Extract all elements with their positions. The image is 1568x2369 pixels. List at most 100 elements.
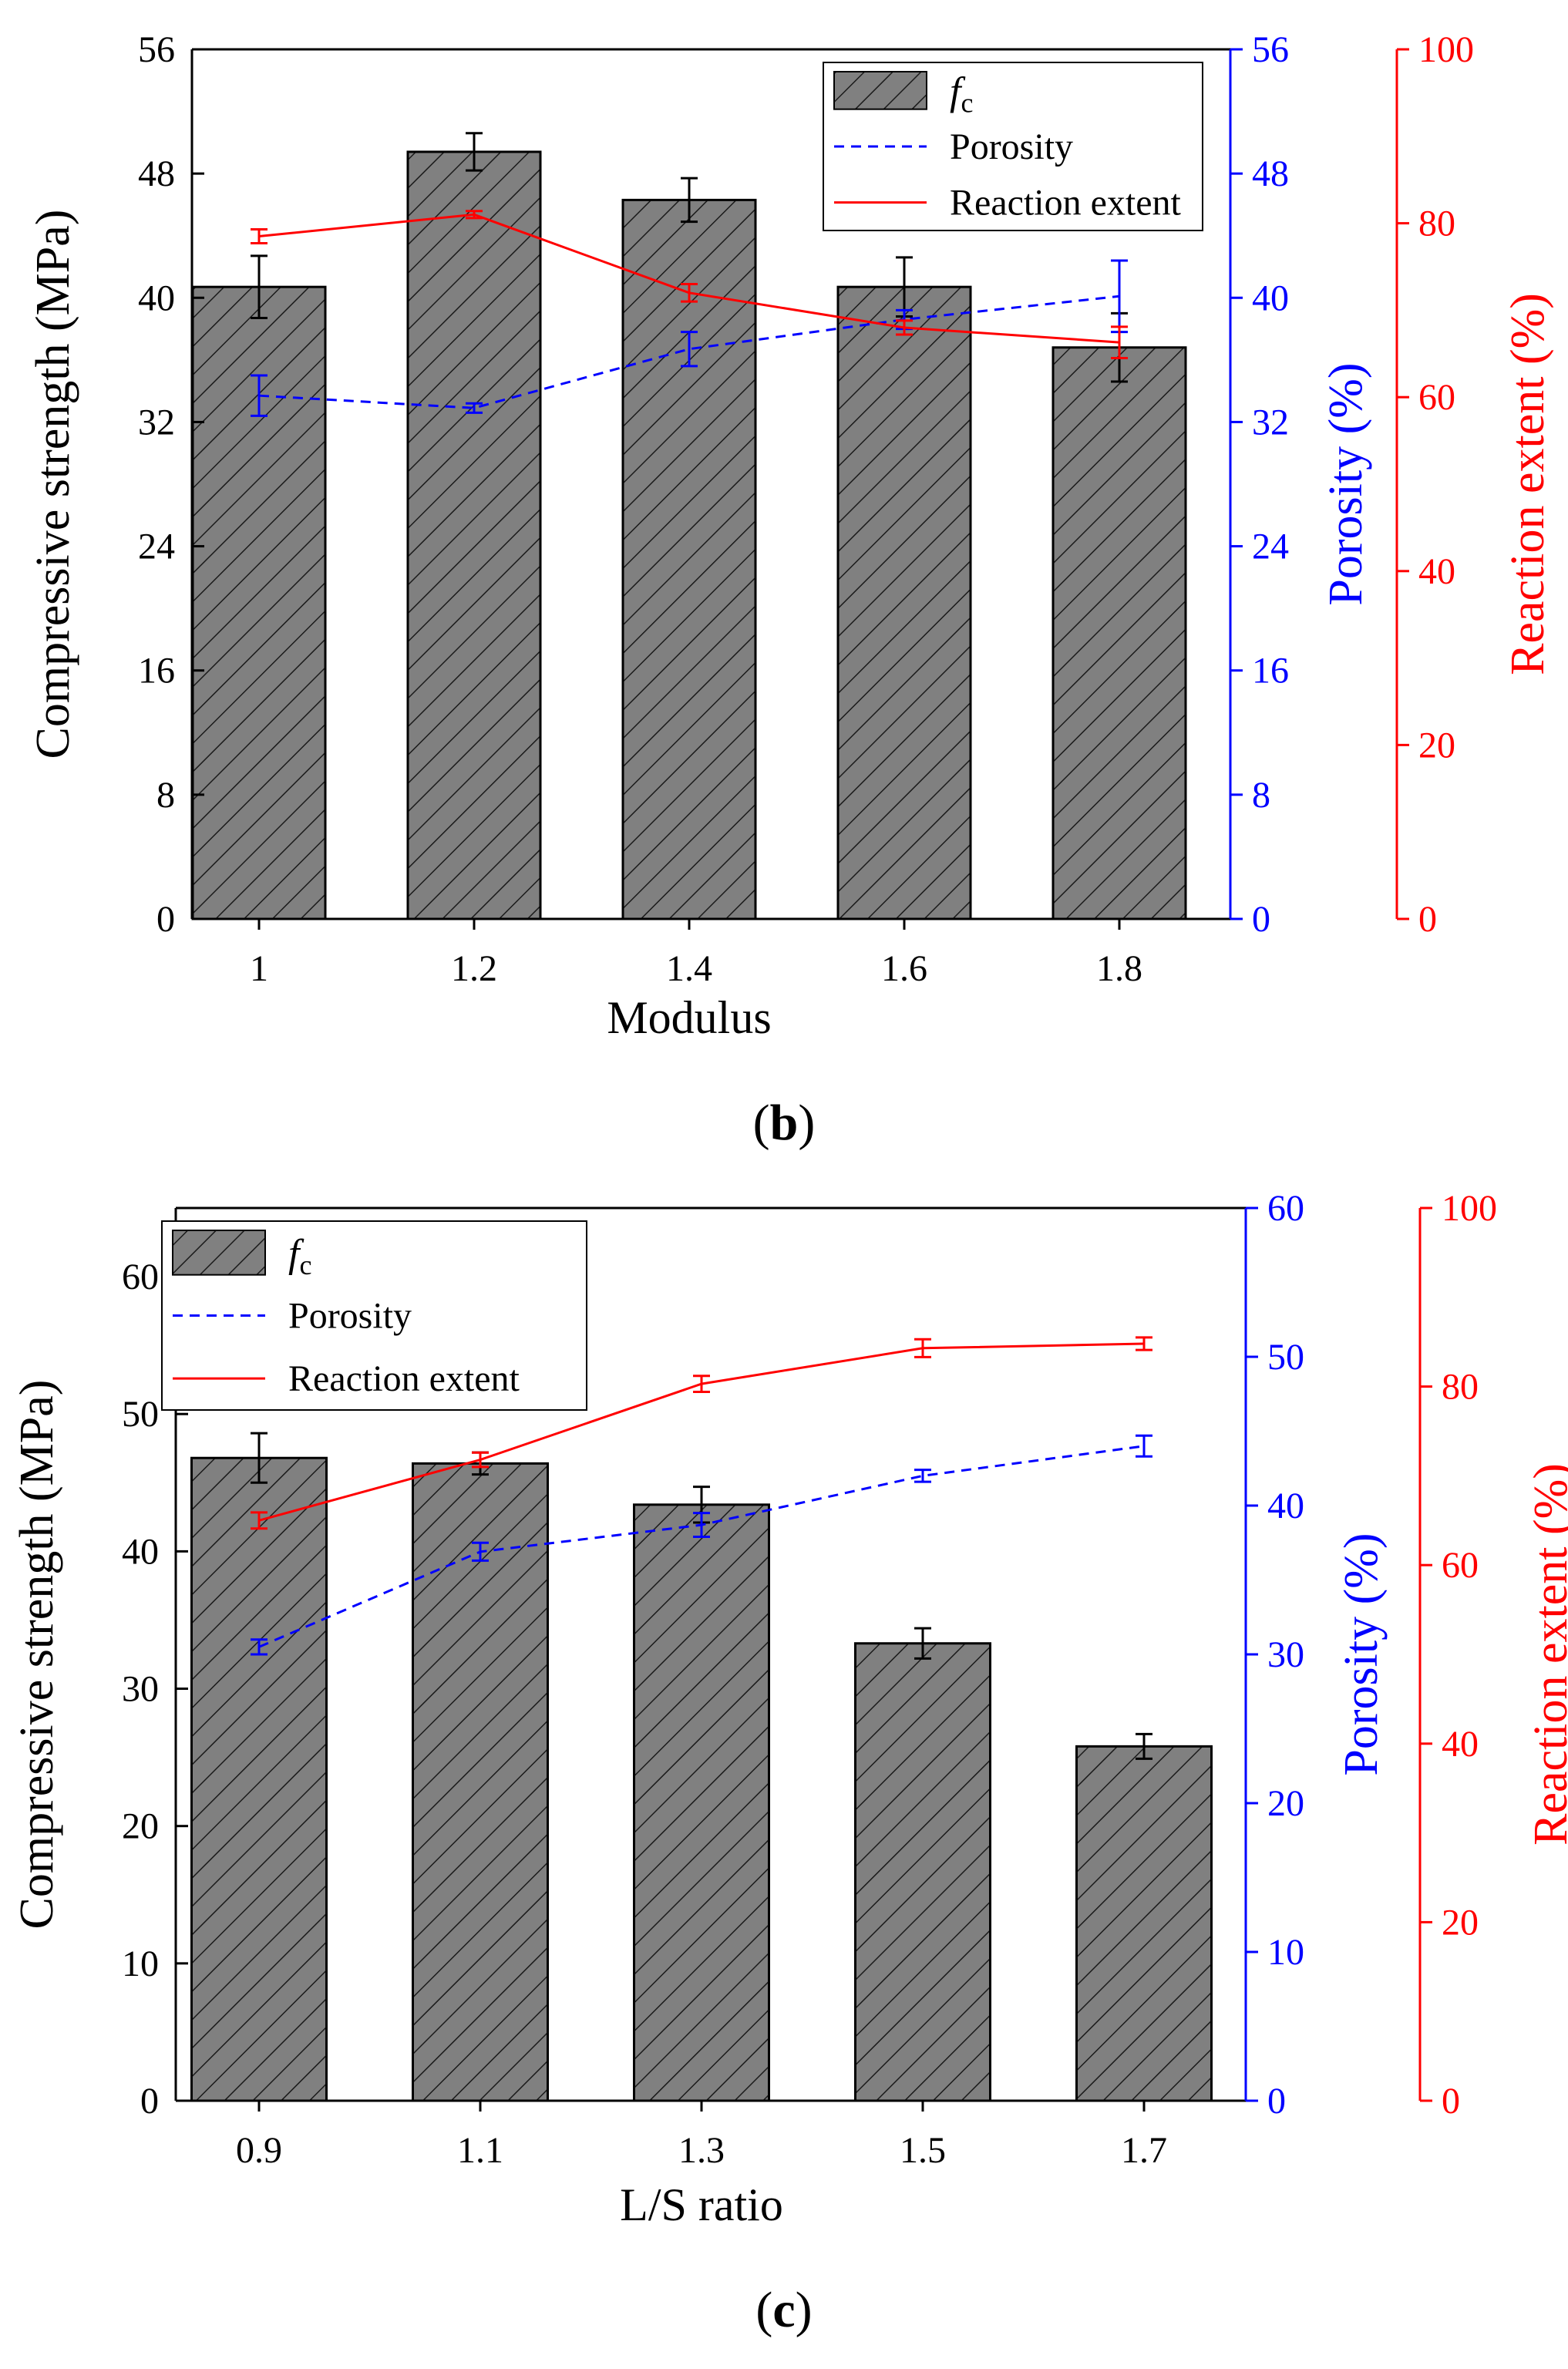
porosity-tick-label: 10: [1267, 1932, 1304, 1973]
left-tick-label: 10: [122, 1943, 159, 1984]
reaction-error-1.6: [896, 319, 913, 336]
left-tick-label: 0: [140, 2081, 159, 2122]
bar-error-1.2: [466, 132, 483, 172]
reaction-error-1.8: [1111, 325, 1128, 359]
reaction-tick-label: 20: [1418, 725, 1455, 766]
x-tick-label: 1.8: [1096, 948, 1142, 989]
porosity-error-1.5: [914, 1469, 931, 1483]
porosity-series: [251, 1434, 1152, 1656]
porosity-tick-label: 30: [1267, 1634, 1304, 1675]
porosity-error-1: [251, 374, 268, 417]
porosity-tick-label: 40: [1267, 1486, 1304, 1526]
porosity-error-1.4: [681, 331, 698, 368]
left-tick-label: 60: [122, 1257, 159, 1297]
porosity-error-1.1: [472, 1541, 489, 1562]
x-tick-label: 1.7: [1121, 2130, 1167, 2171]
left-tick-label: 8: [156, 775, 175, 816]
left-tick-label: 48: [138, 153, 175, 194]
legend-label-porosity: Porosity: [288, 1296, 412, 1337]
porosity-tick-label: 24: [1252, 527, 1289, 567]
x-axis-title: L/S ratio: [620, 2179, 783, 2230]
bar-error-0.9: [251, 1432, 268, 1484]
x-tick-label: 1.4: [666, 948, 712, 989]
reaction-tick-label: 100: [1442, 1188, 1497, 1229]
reaction-error-0.9: [251, 1511, 268, 1530]
porosity-error-1.7: [1136, 1434, 1152, 1458]
porosity-axis-title: Porosity (%): [1320, 362, 1372, 605]
reaction-tick-label: 60: [1418, 377, 1455, 418]
porosity-tick-label: 8: [1252, 775, 1270, 816]
reaction-tick-label: 80: [1418, 204, 1455, 244]
left-tick-label: 40: [138, 278, 175, 318]
reaction-axis-title: Reaction extent (%): [1502, 293, 1554, 675]
porosity-tick-label: 0: [1267, 2081, 1286, 2122]
bar-1.3: [633, 1503, 770, 2102]
reaction-error-1: [251, 227, 268, 245]
left-axis-title: Compressive strength (MPa): [27, 210, 79, 759]
bar-series: [190, 1432, 1213, 2102]
chart-panel-b: 0 8 16 24 32 40 48 56 0 8 16 24 32 40 48 56 0 20 40 60 80 100…: [27, 29, 1554, 1151]
x-tick-label: 1.1: [457, 2130, 503, 2171]
left-tick-label: 32: [138, 402, 175, 443]
legend-swatch-fc: [172, 1230, 266, 1276]
bar-error-1.4: [681, 177, 698, 224]
left-tick-label: 56: [138, 29, 175, 70]
reaction-error-1.7: [1136, 1336, 1152, 1351]
axes: 0 8 16 24 32 40 48 56 0 8 16 24 32 40 48 56 0 20 40 60 80 100…: [138, 29, 1474, 989]
porosity-tick-label: 20: [1267, 1783, 1304, 1824]
left-tick-label: 40: [122, 1531, 159, 1572]
left-tick-label: 30: [122, 1669, 159, 1710]
porosity-tick-label: 32: [1252, 402, 1289, 443]
reaction-error-1.3: [693, 1375, 710, 1394]
legend-label-reaction: Reaction extent: [950, 183, 1182, 224]
porosity-error-1.2: [466, 402, 483, 414]
reaction-error-1.5: [914, 1338, 931, 1358]
reaction-tick-label: 100: [1418, 29, 1474, 70]
x-axis-title: Modulus: [607, 992, 771, 1043]
reaction-tick-label: 40: [1418, 551, 1455, 592]
left-tick-label: 50: [122, 1394, 159, 1435]
bar-1.4: [621, 198, 757, 920]
reaction-tick-label: 0: [1418, 899, 1437, 940]
bar-1.5: [854, 1642, 991, 2102]
x-tick-label: 1.2: [451, 948, 497, 989]
reaction-error-1.2: [466, 210, 483, 220]
porosity-axis-title: Porosity (%): [1335, 1533, 1388, 1775]
left-tick-label: 24: [138, 527, 175, 567]
bar-0.9: [190, 1456, 328, 2102]
porosity-tick-label: 60: [1267, 1188, 1304, 1229]
reaction-series: [251, 210, 1128, 359]
porosity-tick-label: 0: [1252, 899, 1270, 940]
porosity-tick-label: 56: [1252, 29, 1289, 70]
x-tick-label: 1: [250, 948, 268, 989]
left-tick-label: 0: [156, 899, 175, 940]
x-tick-label: 1.6: [881, 948, 927, 989]
porosity-tick-label: 40: [1252, 278, 1289, 318]
reaction-tick-label: 40: [1442, 1724, 1479, 1765]
reaction-tick-label: 80: [1442, 1367, 1479, 1408]
reaction-tick-label: 20: [1442, 1902, 1479, 1943]
bar-1.8: [1052, 346, 1187, 920]
chart-panel-c: 0 10 20 30 40 50 60 0 10 20 30 40 50 60 0 20 40 60 80 100 0.…: [11, 1188, 1568, 2338]
left-tick-label: 20: [122, 1806, 159, 1847]
bar-1.2: [406, 150, 542, 920]
porosity-tick-label: 48: [1252, 153, 1289, 194]
bar-series: [191, 132, 1187, 920]
reaction-tick-label: 60: [1442, 1545, 1479, 1586]
bar-error-1.5: [914, 1627, 931, 1660]
left-tick-label: 16: [138, 651, 175, 692]
porosity-tick-label: 16: [1252, 651, 1289, 692]
x-tick-label: 0.9: [236, 2130, 282, 2171]
reaction-axis-title: Reaction extent (%): [1525, 1463, 1568, 1846]
reaction-series: [251, 1336, 1152, 1530]
legend-label-porosity: Porosity: [950, 126, 1073, 167]
porosity-line: [258, 294, 1120, 409]
x-tick-label: 1.5: [900, 2130, 946, 2171]
reaction-error-1.1: [472, 1451, 489, 1469]
left-axis-title: Compressive strength (MPa): [11, 1380, 63, 1930]
porosity-error-0.9: [251, 1638, 268, 1656]
bar-error-1: [251, 254, 268, 319]
